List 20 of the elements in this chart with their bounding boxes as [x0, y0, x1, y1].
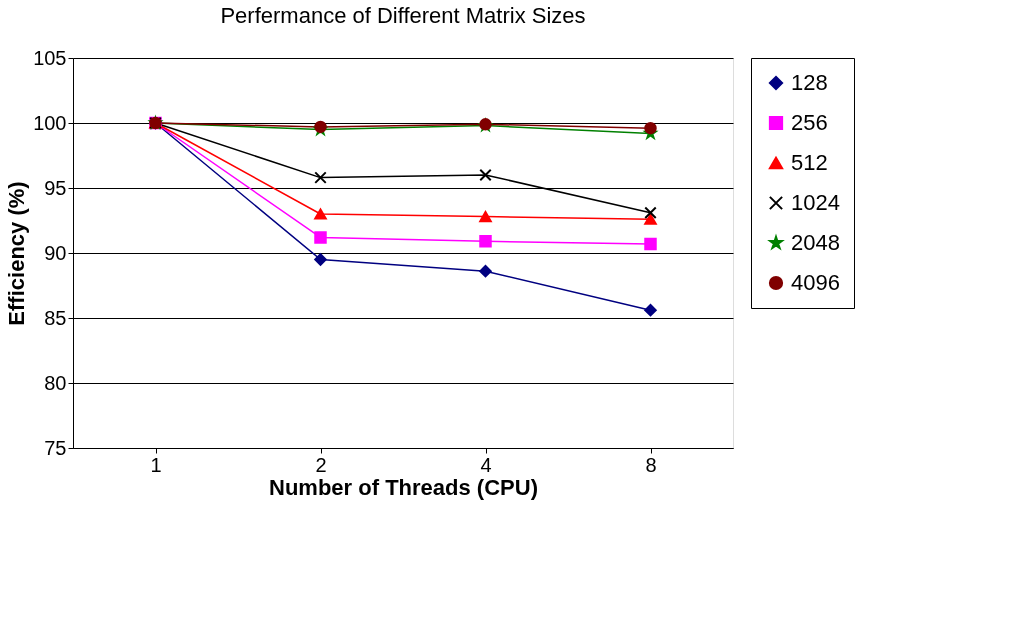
y-tick-label: 75 — [44, 436, 67, 459]
y-axis-title: Efficiency (%) — [4, 181, 30, 326]
legend-label: 4096 — [791, 270, 840, 295]
legend-label: 512 — [791, 150, 828, 175]
y-tick-label: 95 — [44, 176, 67, 199]
chart-title: Perfermance of Different Matrix Sizes — [220, 3, 586, 28]
x-tick-label: 8 — [645, 453, 657, 476]
legend-label: 1024 — [791, 190, 840, 215]
y-tick-label: 100 — [33, 111, 67, 134]
x-tick-label: 4 — [480, 453, 492, 476]
legend-label: 256 — [791, 110, 828, 135]
legend-label: 2048 — [791, 230, 840, 255]
x-tick-label: 1 — [150, 453, 162, 476]
y-tick-label: 85 — [44, 306, 67, 329]
x-tick-label: 2 — [315, 453, 327, 476]
x-axis-title: Number of Threads (CPU) — [269, 474, 538, 500]
legend-label: 128 — [791, 70, 828, 95]
y-tick-label: 80 — [44, 371, 67, 394]
y-tick-label: 105 — [33, 46, 67, 69]
y-tick-label: 90 — [44, 241, 67, 264]
